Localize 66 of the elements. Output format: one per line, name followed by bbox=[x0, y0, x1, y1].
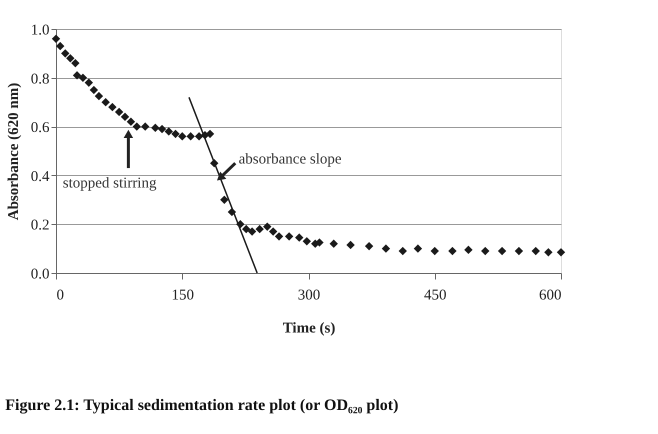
point bbox=[256, 224, 264, 234]
x-tick-label: 300 bbox=[298, 288, 320, 304]
point bbox=[263, 222, 272, 231]
point bbox=[108, 102, 117, 112]
point bbox=[186, 132, 195, 141]
point bbox=[532, 246, 540, 256]
point bbox=[52, 34, 60, 43]
point bbox=[66, 54, 74, 62]
point bbox=[171, 130, 180, 138]
point bbox=[220, 196, 229, 204]
point bbox=[464, 246, 473, 254]
y-tick-label: 1.0 bbox=[30, 22, 50, 38]
x-tick-label: 150 bbox=[172, 288, 194, 304]
point bbox=[248, 227, 256, 236]
point bbox=[284, 232, 294, 241]
point bbox=[382, 244, 390, 253]
annotation: absorbance slope bbox=[238, 151, 342, 168]
x-tick-label: 0 bbox=[56, 288, 64, 304]
point bbox=[242, 224, 250, 234]
point bbox=[84, 78, 94, 87]
y-tick-label: 0.8 bbox=[30, 71, 50, 88]
point bbox=[72, 71, 82, 80]
point bbox=[61, 49, 70, 58]
point bbox=[302, 237, 311, 246]
y-tick-label: 0.2 bbox=[30, 218, 50, 234]
point bbox=[206, 130, 214, 138]
point bbox=[141, 122, 150, 131]
point bbox=[330, 240, 338, 248]
point bbox=[364, 242, 374, 250]
point bbox=[56, 42, 64, 50]
point bbox=[346, 240, 355, 250]
point bbox=[448, 246, 457, 256]
x-tick-label: 450 bbox=[424, 288, 446, 304]
y-tick-label: 0.6 bbox=[30, 120, 50, 136]
x-axis-title: Time (s) bbox=[282, 320, 336, 336]
point bbox=[94, 92, 104, 100]
point bbox=[178, 132, 186, 141]
annotation: stopped stirring bbox=[62, 175, 157, 192]
point bbox=[514, 246, 524, 256]
point bbox=[120, 112, 130, 122]
point bbox=[101, 98, 110, 106]
point bbox=[556, 248, 566, 256]
point bbox=[481, 246, 490, 256]
point bbox=[126, 118, 136, 126]
point bbox=[90, 86, 98, 94]
point bbox=[274, 232, 284, 241]
point bbox=[414, 244, 422, 253]
point bbox=[114, 108, 124, 116]
point bbox=[544, 248, 553, 256]
point bbox=[295, 233, 304, 242]
x-tick-label: 600 bbox=[539, 288, 562, 304]
point bbox=[194, 132, 204, 141]
text: Figure 2.1: Typical sedimentation rate plot (or OD₆₂₀ plot) bbox=[5, 397, 398, 414]
y-tick-label: 0.0 bbox=[30, 266, 50, 282]
point bbox=[498, 246, 506, 256]
point bbox=[151, 124, 160, 132]
y-tick-label: 0.4 bbox=[30, 168, 50, 185]
point bbox=[164, 127, 173, 136]
point bbox=[430, 246, 439, 256]
point bbox=[268, 227, 278, 236]
point bbox=[132, 122, 141, 131]
point bbox=[71, 58, 80, 68]
point bbox=[78, 74, 88, 82]
y-axis-title: Absorbance (620 nm) bbox=[6, 82, 22, 220]
point bbox=[398, 246, 407, 256]
point bbox=[158, 124, 166, 134]
